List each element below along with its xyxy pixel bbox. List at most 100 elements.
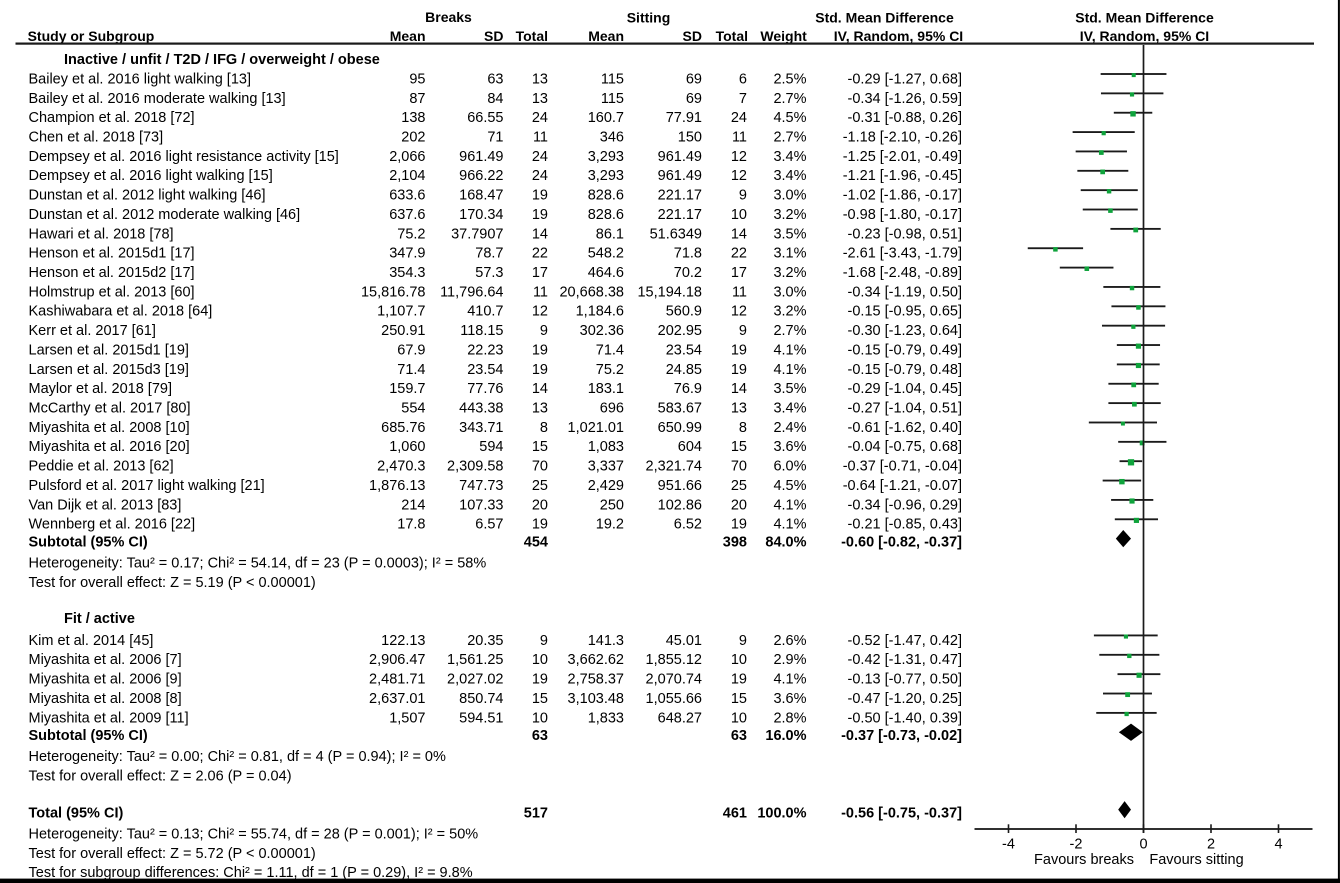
svg-text:3.2%: 3.2%	[773, 207, 806, 223]
svg-text:464.6: 464.6	[588, 265, 624, 281]
svg-text:1,855.12: 1,855.12	[646, 652, 702, 668]
svg-text:10: 10	[532, 710, 548, 726]
svg-text:141.3: 141.3	[588, 633, 624, 649]
svg-text:554: 554	[401, 401, 425, 417]
svg-text:Bailey et al. 2016 moderate wa: Bailey et al. 2016 moderate walking [13]	[29, 91, 286, 107]
svg-text:560.9: 560.9	[666, 304, 702, 320]
svg-text:19: 19	[731, 672, 747, 688]
svg-text:461: 461	[723, 805, 747, 821]
svg-text:SD: SD	[683, 28, 702, 44]
svg-text:1,876.13: 1,876.13	[369, 478, 425, 494]
svg-text:15: 15	[532, 691, 548, 707]
svg-text:2,321.74: 2,321.74	[646, 459, 702, 475]
svg-text:202.95: 202.95	[658, 323, 702, 339]
svg-text:63: 63	[532, 728, 548, 744]
svg-text:Total: Total	[516, 28, 548, 44]
svg-text:63: 63	[731, 728, 747, 744]
svg-text:71: 71	[487, 129, 503, 145]
svg-text:13: 13	[532, 91, 548, 107]
svg-text:11: 11	[732, 129, 747, 145]
svg-text:Heterogeneity: Tau² = 0.13; Ch: Heterogeneity: Tau² = 0.13; Chi² = 55.74…	[29, 826, 479, 842]
svg-text:12: 12	[731, 149, 747, 165]
svg-text:138: 138	[401, 110, 425, 126]
svg-text:410.7: 410.7	[467, 304, 503, 320]
svg-text:-0.34 [-1.19, 0.50]: -0.34 [-1.19, 0.50]	[848, 284, 962, 300]
svg-text:-0.50 [-1.40, 0.39]: -0.50 [-1.40, 0.39]	[848, 710, 962, 726]
svg-text:583.67: 583.67	[658, 401, 702, 417]
svg-text:-2.61 [-3.43, -1.79]: -2.61 [-3.43, -1.79]	[843, 246, 962, 262]
svg-text:Total: Total	[716, 28, 748, 44]
svg-text:850.74: 850.74	[459, 691, 503, 707]
svg-text:150: 150	[678, 129, 702, 145]
svg-text:57.3: 57.3	[475, 265, 503, 281]
svg-text:Heterogeneity: Tau² = 0.00; Ch: Heterogeneity: Tau² = 0.00; Chi² = 0.81,…	[29, 749, 446, 765]
svg-text:19: 19	[731, 517, 747, 533]
svg-text:-0.29 [-1.04, 0.45]: -0.29 [-1.04, 0.45]	[848, 381, 962, 397]
svg-text:8: 8	[540, 420, 548, 436]
svg-text:170.34: 170.34	[459, 207, 503, 223]
svg-text:Dunstan et al. 2012 light walk: Dunstan et al. 2012 light walking [46]	[29, 188, 266, 204]
svg-text:604: 604	[678, 439, 702, 455]
svg-text:3.2%: 3.2%	[773, 304, 806, 320]
svg-text:4.1%: 4.1%	[773, 342, 806, 358]
svg-text:Test for overall effect: Z = 5: Test for overall effect: Z = 5.19 (P < 0…	[29, 575, 316, 591]
svg-text:15: 15	[731, 691, 747, 707]
svg-text:2,309.58: 2,309.58	[447, 459, 503, 475]
svg-text:19: 19	[731, 362, 747, 378]
svg-text:20,668.38: 20,668.38	[559, 284, 624, 300]
svg-text:22.23: 22.23	[467, 342, 503, 358]
svg-text:1,561.25: 1,561.25	[447, 652, 503, 668]
svg-text:13: 13	[532, 401, 548, 417]
svg-text:2.5%: 2.5%	[773, 71, 806, 87]
svg-text:221.17: 221.17	[658, 207, 702, 223]
svg-text:19: 19	[532, 362, 548, 378]
svg-text:102.86: 102.86	[658, 497, 702, 513]
svg-text:37.7907: 37.7907	[451, 226, 503, 242]
svg-text:86.1: 86.1	[596, 226, 624, 242]
svg-text:19: 19	[532, 342, 548, 358]
svg-text:-0.52 [-1.47, 0.42]: -0.52 [-1.47, 0.42]	[848, 633, 962, 649]
svg-text:Inactive / unfit / T2D / IFG /: Inactive / unfit / T2D / IFG / overweigh…	[64, 52, 380, 68]
svg-text:11: 11	[732, 284, 747, 300]
svg-text:12: 12	[532, 304, 548, 320]
svg-text:4.1%: 4.1%	[773, 672, 806, 688]
svg-text:Subtotal (95% CI): Subtotal (95% CI)	[29, 728, 148, 744]
svg-text:10: 10	[532, 652, 548, 668]
svg-text:-0.21 [-0.85, 0.43]: -0.21 [-0.85, 0.43]	[848, 517, 962, 533]
svg-text:14: 14	[731, 381, 747, 397]
svg-text:107.33: 107.33	[459, 497, 503, 513]
svg-text:-1.68 [-2.48, -0.89]: -1.68 [-2.48, -0.89]	[843, 265, 962, 281]
svg-text:443.38: 443.38	[459, 401, 503, 417]
svg-text:19: 19	[532, 207, 548, 223]
svg-text:67.9: 67.9	[397, 342, 425, 358]
svg-text:78.7: 78.7	[475, 246, 503, 262]
svg-text:Miyashita et al. 2009 [11]: Miyashita et al. 2009 [11]	[29, 710, 189, 726]
svg-text:66.55: 66.55	[467, 110, 503, 126]
svg-text:77.91: 77.91	[666, 110, 702, 126]
svg-text:24.85: 24.85	[666, 362, 702, 378]
svg-text:-0.56 [-0.75, -0.37]: -0.56 [-0.75, -0.37]	[841, 805, 962, 821]
svg-text:633.6: 633.6	[389, 188, 425, 204]
svg-text:118.15: 118.15	[460, 323, 503, 339]
svg-text:-0.13 [-0.77, 0.50]: -0.13 [-0.77, 0.50]	[848, 672, 962, 688]
svg-text:Heterogeneity: Tau² = 0.17; Ch: Heterogeneity: Tau² = 0.17; Chi² = 54.14…	[29, 555, 487, 571]
svg-text:Peddie et al. 2013 [62]: Peddie et al. 2013 [62]	[29, 459, 174, 475]
svg-text:13: 13	[532, 71, 548, 87]
svg-text:9: 9	[540, 323, 548, 339]
svg-text:19: 19	[731, 342, 747, 358]
svg-text:3.6%: 3.6%	[773, 691, 806, 707]
svg-text:Henson et al. 2015d2 [17]: Henson et al. 2015d2 [17]	[29, 265, 195, 281]
svg-text:Maylor et al. 2018 [79]: Maylor et al. 2018 [79]	[29, 381, 172, 397]
svg-text:Miyashita et al. 2006 [9]: Miyashita et al. 2006 [9]	[29, 672, 182, 688]
svg-text:75.2: 75.2	[397, 226, 425, 242]
svg-text:302.36: 302.36	[580, 323, 624, 339]
svg-text:Mean: Mean	[390, 28, 426, 44]
svg-text:183.1: 183.1	[588, 381, 624, 397]
svg-text:-1.02 [-1.86, -0.17]: -1.02 [-1.86, -0.17]	[843, 188, 962, 204]
svg-text:6.57: 6.57	[475, 517, 503, 533]
svg-text:Test for overall effect: Z = 5: Test for overall effect: Z = 5.72 (P < 0…	[29, 846, 316, 862]
svg-text:3.4%: 3.4%	[773, 168, 806, 184]
svg-text:-0.30 [-1.23, 0.64]: -0.30 [-1.23, 0.64]	[848, 323, 962, 339]
svg-text:IV, Random, 95% CI: IV, Random, 95% CI	[1080, 28, 1209, 44]
svg-text:Sitting: Sitting	[627, 9, 671, 25]
